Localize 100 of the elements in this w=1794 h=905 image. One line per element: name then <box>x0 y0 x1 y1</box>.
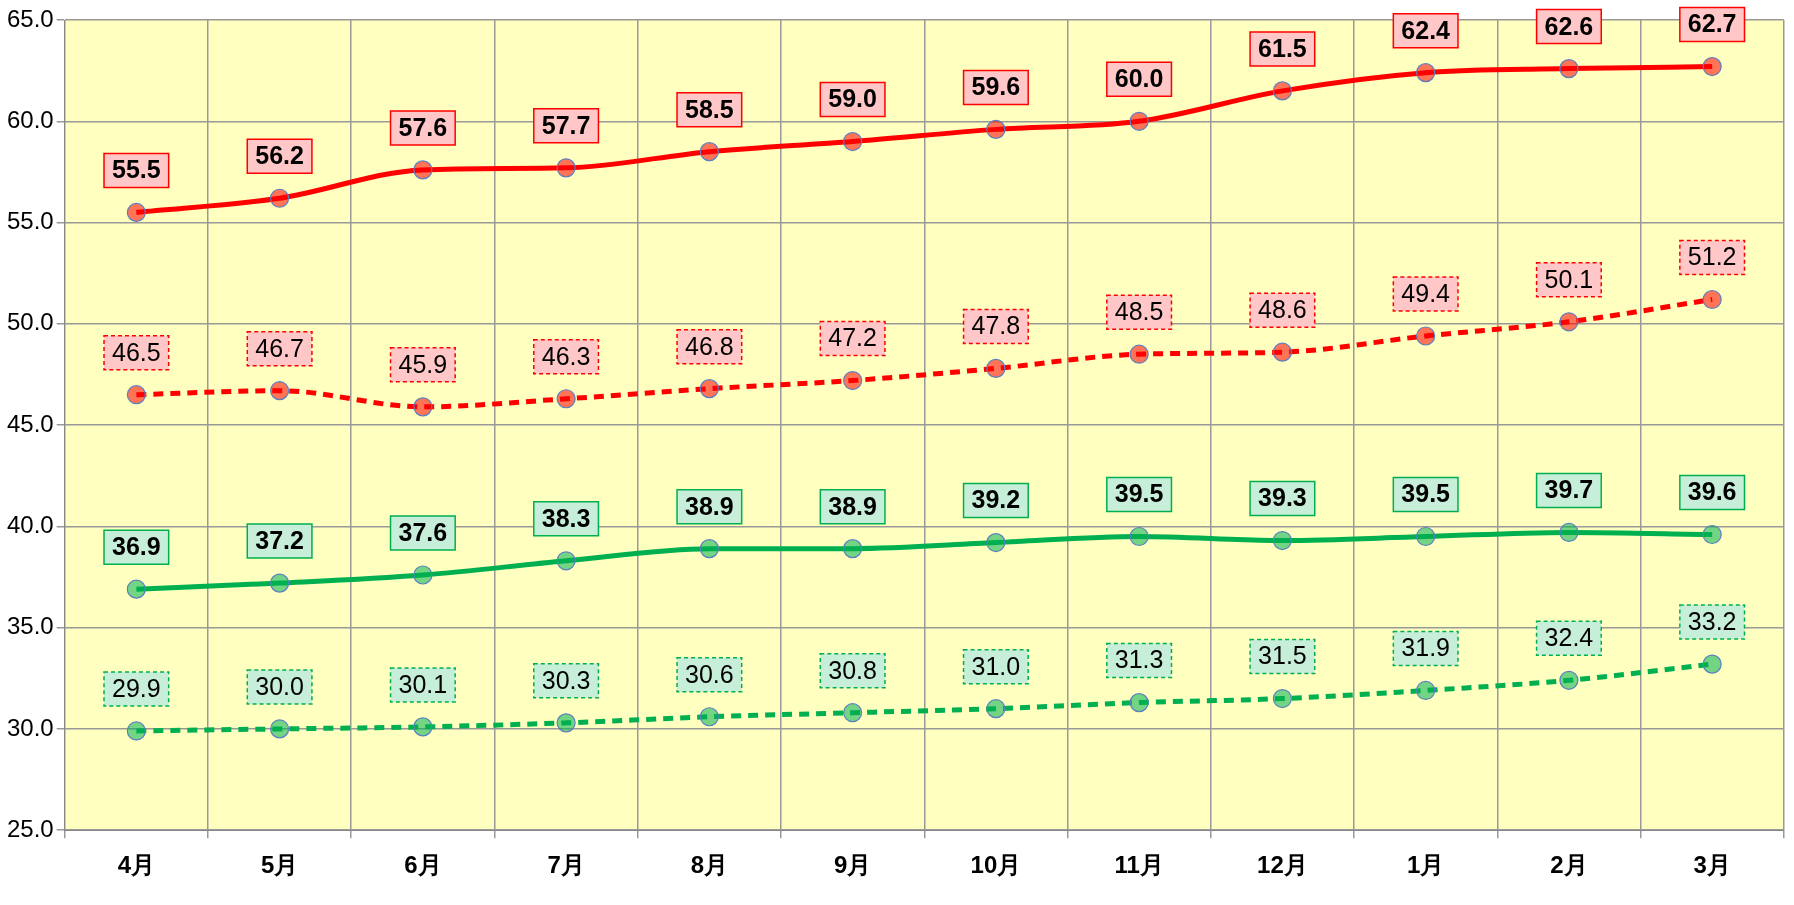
data-label: 49.4 <box>1401 278 1451 307</box>
y-tick-label: 60.0 <box>6 105 54 133</box>
x-tick-label: 11月 <box>1114 851 1164 879</box>
x-tick-label: 3月 <box>1693 851 1731 879</box>
data-label: 50.1 <box>1544 264 1594 293</box>
point <box>556 551 576 571</box>
data-label: 39.5 <box>1401 479 1451 508</box>
point <box>986 358 1006 378</box>
data-label: 32.4 <box>1544 623 1594 652</box>
point <box>699 539 719 559</box>
data-label: 30.1 <box>398 669 448 698</box>
data-label: 36.9 <box>112 532 161 561</box>
data-label: 56.2 <box>255 141 304 170</box>
data-label: 31.9 <box>1401 633 1450 662</box>
data-label: 39.6 <box>1687 477 1737 506</box>
y-tick-label: 40.0 <box>6 511 54 538</box>
data-label: 47.2 <box>828 323 877 352</box>
point <box>699 379 719 399</box>
data-label: 39.5 <box>1114 479 1164 508</box>
data-label: 46.8 <box>685 331 734 360</box>
point <box>413 717 433 737</box>
data-label: 37.6 <box>398 517 448 546</box>
y-tick-label: 50.0 <box>6 308 54 336</box>
point <box>1416 526 1436 547</box>
point <box>1416 63 1436 83</box>
point <box>1416 680 1436 701</box>
point <box>1559 312 1579 332</box>
point <box>126 721 146 741</box>
point <box>1129 344 1149 364</box>
point <box>413 397 433 417</box>
data-label: 39.2 <box>971 485 1021 514</box>
data-label: 61.5 <box>1258 33 1307 62</box>
y-tick-label: 55.0 <box>6 207 54 235</box>
data-label: 38.3 <box>541 503 591 532</box>
point <box>1702 56 1722 77</box>
x-tick-label: 8月 <box>690 851 729 879</box>
data-label: 37.2 <box>255 525 304 554</box>
point <box>843 539 863 559</box>
data-label: 31.5 <box>1258 641 1307 670</box>
data-label: 59.0 <box>828 84 877 113</box>
point <box>699 707 719 727</box>
data-label: 29.9 <box>112 673 161 702</box>
point <box>556 158 576 178</box>
x-tick-label: 4月 <box>117 851 156 879</box>
data-label: 30.0 <box>255 671 304 700</box>
y-tick-label: 65.0 <box>6 4 54 32</box>
point <box>126 579 146 599</box>
point <box>1559 670 1579 690</box>
point <box>1272 530 1292 551</box>
data-label: 46.7 <box>255 333 304 362</box>
y-tick-label: 35.0 <box>6 612 54 640</box>
y-tick-label: 30.0 <box>6 713 54 741</box>
data-label: 62.6 <box>1544 11 1594 40</box>
data-label: 39.7 <box>1544 475 1594 504</box>
point <box>1702 524 1722 545</box>
x-tick-label: 5月 <box>260 851 299 879</box>
point <box>126 202 146 223</box>
data-label: 30.3 <box>541 665 591 694</box>
data-label: 31.0 <box>971 651 1021 680</box>
point <box>843 703 863 723</box>
data-label: 55.5 <box>112 155 161 184</box>
data-label: 39.3 <box>1258 483 1307 512</box>
data-label: 38.9 <box>828 491 877 520</box>
point <box>1559 522 1579 543</box>
point <box>556 713 576 733</box>
point <box>843 131 863 152</box>
data-label: 33.2 <box>1687 607 1737 635</box>
data-label: 62.7 <box>1687 9 1737 38</box>
point <box>270 719 290 739</box>
point <box>556 389 576 409</box>
x-tick-label: 10月 <box>970 851 1022 879</box>
x-tick-label: 6月 <box>404 851 442 879</box>
point <box>986 119 1006 139</box>
point <box>986 699 1006 719</box>
data-label: 38.9 <box>685 491 734 520</box>
point <box>270 188 290 208</box>
data-label: 58.5 <box>685 94 734 123</box>
point <box>413 160 433 180</box>
data-label: 62.4 <box>1401 15 1451 44</box>
x-tick-label: 12月 <box>1257 851 1308 879</box>
data-label: 30.6 <box>685 659 734 688</box>
point <box>1702 289 1722 310</box>
y-tick-label: 45.0 <box>6 409 54 437</box>
point <box>1416 326 1436 346</box>
data-label: 31.3 <box>1114 645 1164 674</box>
point <box>1272 688 1292 709</box>
point <box>1559 59 1579 79</box>
point <box>1272 342 1292 362</box>
x-tick-label: 9月 <box>833 851 872 879</box>
data-label: 45.9 <box>398 349 448 378</box>
point <box>413 565 433 585</box>
point <box>1702 654 1722 674</box>
data-label: 51.2 <box>1687 242 1737 271</box>
data-label: 46.3 <box>541 341 591 370</box>
point <box>270 381 290 401</box>
point <box>699 142 719 162</box>
x-tick-label: 7月 <box>547 851 585 879</box>
point <box>986 532 1006 553</box>
data-label: 59.6 <box>971 72 1021 101</box>
data-label: 57.7 <box>541 110 591 139</box>
